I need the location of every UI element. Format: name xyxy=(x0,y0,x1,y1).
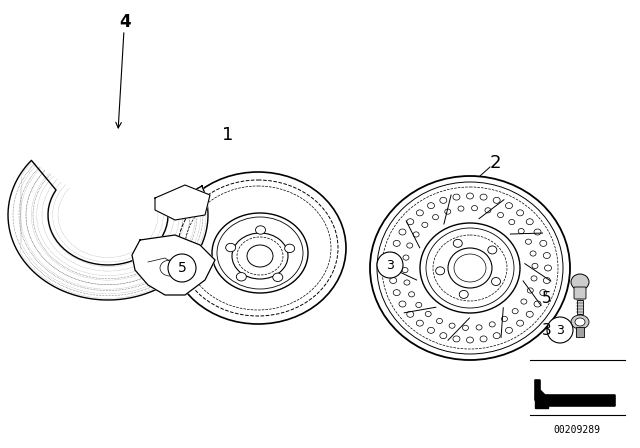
Bar xyxy=(576,327,584,337)
Ellipse shape xyxy=(370,176,570,360)
Ellipse shape xyxy=(236,272,246,281)
Text: 3: 3 xyxy=(542,323,552,337)
Text: 1: 1 xyxy=(222,126,234,144)
Polygon shape xyxy=(132,235,215,295)
Ellipse shape xyxy=(420,223,520,313)
Text: 3: 3 xyxy=(556,323,564,336)
Text: 5: 5 xyxy=(178,261,186,275)
Ellipse shape xyxy=(448,248,492,288)
Ellipse shape xyxy=(273,273,283,281)
Circle shape xyxy=(547,317,573,343)
Polygon shape xyxy=(535,395,548,408)
Ellipse shape xyxy=(247,245,273,267)
Ellipse shape xyxy=(488,246,497,254)
FancyBboxPatch shape xyxy=(574,287,586,299)
Ellipse shape xyxy=(212,213,308,293)
Polygon shape xyxy=(535,380,615,406)
Ellipse shape xyxy=(436,267,445,275)
Ellipse shape xyxy=(232,233,288,279)
Text: 00209289: 00209289 xyxy=(554,425,600,435)
Circle shape xyxy=(168,254,196,282)
Text: 3: 3 xyxy=(386,258,394,271)
Ellipse shape xyxy=(571,274,589,290)
Bar xyxy=(577,300,583,314)
Ellipse shape xyxy=(170,172,346,324)
Ellipse shape xyxy=(575,318,585,326)
Ellipse shape xyxy=(460,290,468,298)
Ellipse shape xyxy=(571,315,589,329)
Ellipse shape xyxy=(453,239,462,247)
Ellipse shape xyxy=(492,277,500,285)
Text: 4: 4 xyxy=(119,13,131,31)
Text: 5: 5 xyxy=(542,290,552,306)
Ellipse shape xyxy=(285,244,294,253)
Ellipse shape xyxy=(226,243,236,252)
Text: 2: 2 xyxy=(489,154,500,172)
Ellipse shape xyxy=(255,226,266,234)
Circle shape xyxy=(377,252,403,278)
Polygon shape xyxy=(155,185,210,220)
Polygon shape xyxy=(8,160,208,300)
